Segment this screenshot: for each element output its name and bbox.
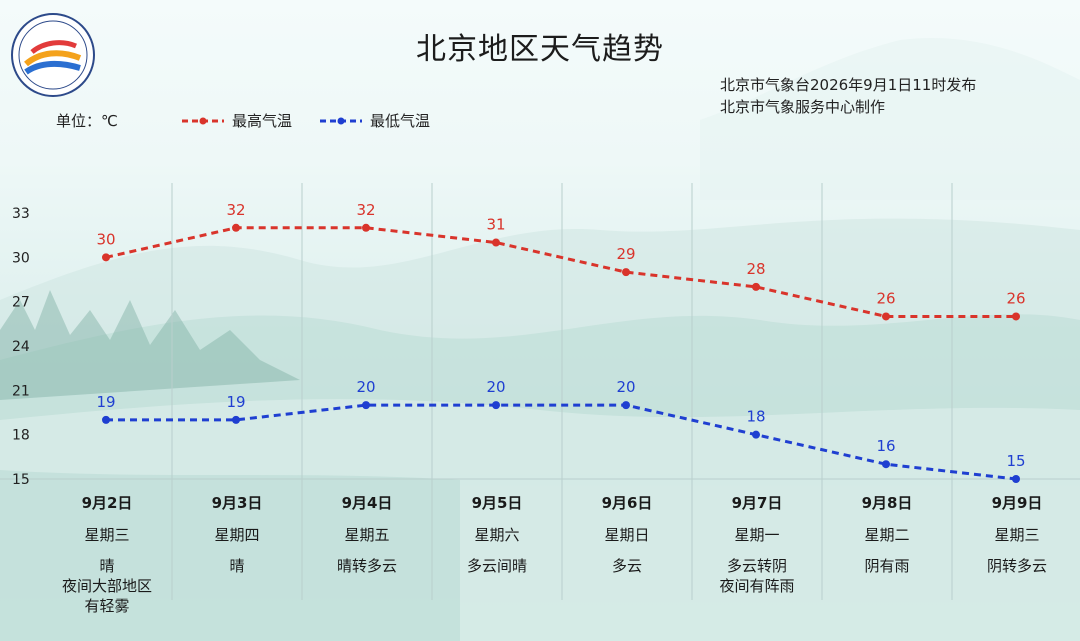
day-weekday: 星期四 [214,526,260,544]
day-date: 9月7日 [731,494,783,512]
day-weekday: 星期日 [604,526,650,544]
legend-min-swatch [320,117,362,124]
day-weather: 晴转多云 [302,556,432,576]
day-weekday: 星期三 [84,526,130,544]
data-label: 28 [746,260,765,278]
data-point [362,223,370,232]
day-weather-line: 多云间晴 [466,557,527,575]
day-weather-line: 阴有雨 [864,557,910,575]
day-weather-line: 多云 [611,557,642,575]
data-point [362,401,370,410]
y-tick-label: 21 [12,383,30,399]
data-label: 19 [96,393,115,411]
data-point [232,223,240,232]
data-label: 26 [876,289,895,307]
day-date: 9月9日 [991,494,1043,512]
publisher-info: 北京市气象台2026年9月1日11时发布 北京市气象服务中心制作 [720,74,976,118]
legend-max: 最高气温 [180,110,292,131]
day-weather: 晴 [172,556,302,576]
y-tick-label: 27 [12,295,30,311]
day-weather-line: 晴 [229,557,245,575]
day-date: 9月6日 [601,494,653,512]
publisher-line-2: 北京市气象服务中心制作 [720,98,886,116]
legend-max-swatch [182,117,224,124]
day-date: 9月5日 [471,494,523,512]
unit-label: 单位：℃ [56,112,118,130]
day-date: 9月8日 [861,494,913,512]
legend-min: 最低气温 [318,110,430,131]
day-date: 9月2日 [81,494,133,512]
data-label: 29 [616,245,635,263]
legend-min-label: 最低气温 [370,112,431,130]
day-weather-line: 晴转多云 [336,557,397,575]
data-point [1012,475,1020,483]
day-weather-line: 夜间大部地区 [61,577,152,595]
data-point [752,430,760,439]
data-label: 32 [226,201,245,219]
day-date: 9月3日 [211,494,263,512]
data-label: 20 [486,378,505,396]
day-weekday: 星期三 [994,526,1040,544]
day-weather-line: 夜间有阵雨 [719,577,795,595]
data-label: 31 [486,216,505,234]
day-weather-line: 阴转多云 [986,557,1047,575]
day-weather-line: 晴 [99,557,115,575]
data-label: 20 [356,378,375,396]
y-tick-label: 33 [12,206,30,222]
data-point [882,460,890,469]
day-weekday: 星期二 [864,526,910,544]
legend-max-label: 最高气温 [232,112,293,130]
y-tick-label: 15 [12,472,30,488]
data-label: 18 [746,408,765,426]
data-point [622,268,630,277]
day-weather: 多云 [562,556,692,576]
day-weather: 阴有雨 [822,556,952,576]
data-point [882,312,890,321]
day-weather: 多云转阴 夜间有阵雨 [692,556,822,596]
data-point [102,253,110,262]
data-label: 20 [616,378,635,396]
day-weekday: 星期六 [474,526,520,544]
day-weather: 晴夜间大部地区 有轻雾 [42,556,172,616]
day-weekday: 星期五 [344,526,390,544]
data-point [232,415,240,424]
y-tick-label: 30 [12,250,30,266]
data-label: 19 [226,393,245,411]
day-weather: 多云间晴 [432,556,562,576]
data-point [102,415,110,424]
data-point [492,401,500,410]
page-title: 北京地区天气趋势 [416,32,664,67]
series-line-0 [105,226,1016,318]
data-point [752,282,760,291]
data-point [622,401,630,410]
day-weather-line: 多云转阴 [726,557,787,575]
data-label: 16 [876,437,895,455]
data-label: 32 [356,201,375,219]
y-tick-label: 18 [12,428,30,444]
y-tick-label: 24 [12,339,30,355]
day-weather-line: 有轻雾 [84,597,130,615]
data-point [492,238,500,247]
day-date: 9月4日 [341,494,393,512]
data-label: 30 [96,230,115,248]
data-point [1012,312,1020,321]
data-label: 26 [1006,289,1025,307]
day-weather: 阴转多云 [952,556,1080,576]
publisher-line-1: 北京市气象台2026年9月1日11时发布 [720,76,977,94]
day-weekday: 星期一 [734,526,780,544]
meteorological-service-emblem-icon [11,13,95,97]
data-label: 15 [1006,452,1025,470]
